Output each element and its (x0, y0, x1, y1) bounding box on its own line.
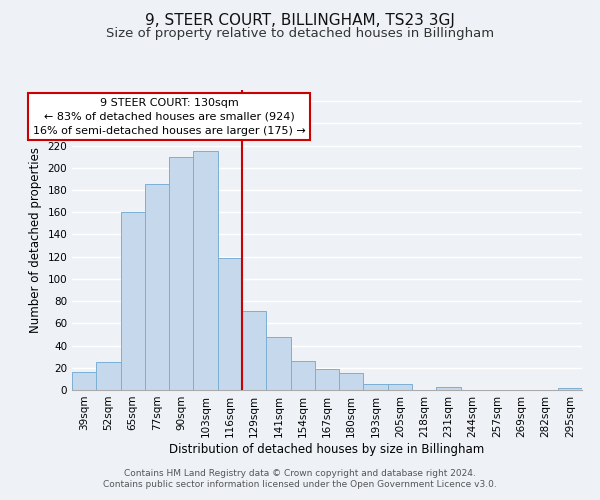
Bar (315, 369, 339, 390)
Text: Contains HM Land Registry data © Crown copyright and database right 2024.: Contains HM Land Registry data © Crown c… (124, 468, 476, 477)
Text: 9 STEER COURT: 130sqm
← 83% of detached houses are smaller (924)
16% of semi-det: 9 STEER COURT: 130sqm ← 83% of detached … (33, 98, 305, 136)
Bar (290, 361, 315, 390)
Bar (558, 388, 582, 390)
Y-axis label: Number of detached properties: Number of detached properties (29, 147, 42, 333)
Bar (218, 258, 242, 390)
Bar (364, 384, 388, 390)
Bar (145, 184, 169, 390)
Text: 9, STEER COURT, BILLINGHAM, TS23 3GJ: 9, STEER COURT, BILLINGHAM, TS23 3GJ (145, 12, 455, 28)
Bar (96, 362, 121, 390)
Bar (388, 384, 412, 390)
Text: Contains public sector information licensed under the Open Government Licence v3: Contains public sector information licen… (103, 480, 497, 489)
Text: Size of property relative to detached houses in Billingham: Size of property relative to detached ho… (106, 28, 494, 40)
Bar (169, 156, 193, 390)
Bar (339, 374, 364, 390)
Bar (242, 311, 266, 390)
Bar (72, 372, 96, 390)
X-axis label: Distribution of detached houses by size in Billingham: Distribution of detached houses by size … (169, 442, 485, 456)
Bar (436, 386, 461, 390)
Bar (266, 336, 290, 390)
Bar (121, 212, 145, 390)
Bar (193, 151, 218, 390)
